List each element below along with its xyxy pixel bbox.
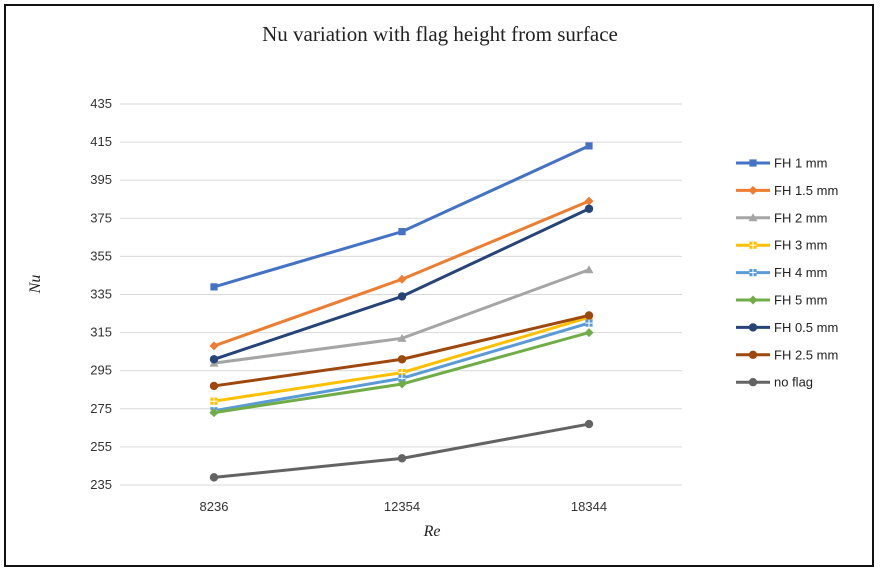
y-axis-ticks: 235 255 275 295 315 335 355 375 395 415 435 — [90, 96, 112, 492]
y-axis-title: Nu — [27, 275, 44, 295]
y-tick-label: 415 — [90, 134, 112, 149]
data-point — [209, 341, 219, 351]
legend-label: no flag — [774, 375, 813, 390]
data-point — [584, 328, 594, 338]
x-axis-title: Re — [423, 523, 441, 540]
legend-marker — [748, 350, 758, 359]
legend-item: FH 1.5 mm — [736, 183, 838, 198]
data-point — [397, 379, 407, 389]
data-point — [397, 292, 407, 301]
y-tick-label: 395 — [90, 172, 112, 187]
data-point — [209, 355, 219, 364]
series-3 — [210, 313, 593, 405]
legend-item: FH 2 mm — [736, 210, 827, 225]
y-tick-label: 315 — [90, 325, 112, 340]
data-point — [397, 355, 407, 364]
data-point — [584, 311, 594, 320]
series-line — [213, 144, 590, 289]
legend-label: FH 3 mm — [774, 238, 827, 253]
legend-label: FH 1 mm — [774, 156, 827, 171]
series-0 — [210, 142, 593, 291]
data-point — [584, 265, 594, 274]
chart-title: Nu variation with flag height from surfa… — [262, 22, 618, 46]
x-tick-label: 18344 — [571, 499, 607, 514]
legend-label: FH 1.5 mm — [774, 183, 838, 198]
legend-marker — [748, 378, 758, 387]
legend-item: FH 1 mm — [736, 156, 827, 171]
y-tick-label: 375 — [90, 210, 112, 225]
x-tick-label: 12354 — [384, 499, 420, 514]
legend-label: FH 2 mm — [774, 210, 827, 225]
series-1 — [209, 196, 594, 351]
y-tick-label: 275 — [90, 401, 112, 416]
y-tick-label: 295 — [90, 363, 112, 378]
series-line — [213, 199, 590, 348]
legend-item: FH 2.5 mm — [736, 347, 838, 362]
data-point — [584, 196, 594, 206]
data-point — [397, 454, 407, 463]
legend-marker — [748, 213, 758, 222]
data-point — [585, 142, 593, 150]
data-point — [584, 204, 594, 213]
legend-item: FH 4 mm — [736, 265, 827, 280]
data-point — [584, 419, 594, 429]
legend-marker — [748, 295, 758, 305]
legend: FH 1 mm FH 1.5 mm FH 2 mm FH 3 mm FH 4 mm FH … — [736, 156, 838, 390]
legend-marker — [748, 185, 758, 195]
legend-marker — [749, 159, 757, 167]
chart-frame — [4, 4, 874, 567]
series-2 — [209, 265, 594, 367]
series-line — [213, 422, 590, 479]
legend-marker — [748, 323, 758, 332]
y-tick-label: 435 — [90, 96, 112, 111]
legend-item: no flag — [736, 375, 813, 390]
series-8 — [209, 419, 594, 482]
legend-label: FH 5 mm — [774, 293, 827, 308]
data-point — [210, 283, 218, 291]
data-point — [209, 381, 219, 391]
x-tick-label: 8236 — [200, 499, 229, 514]
x-axis-ticks: 8236 12354 18344 — [200, 499, 608, 514]
series-6 — [209, 204, 594, 364]
y-tick-label: 255 — [90, 439, 112, 454]
data-point — [397, 274, 407, 284]
legend-item: FH 3 mm — [736, 238, 827, 253]
series-7 — [209, 311, 594, 391]
legend-item: FH 5 mm — [736, 293, 827, 308]
legend-label: FH 2.5 mm — [774, 347, 838, 362]
y-tick-label: 335 — [90, 287, 112, 302]
legend-item: FH 0.5 mm — [736, 320, 838, 335]
data-point — [397, 333, 407, 342]
data-point — [209, 473, 219, 482]
legend-label: FH 0.5 mm — [774, 320, 838, 335]
series-lines — [209, 142, 594, 482]
data-point — [209, 408, 219, 418]
y-tick-label: 355 — [90, 248, 112, 263]
y-tick-label: 235 — [90, 477, 112, 492]
data-point — [398, 228, 406, 236]
series-5 — [209, 328, 594, 418]
legend-label: FH 4 mm — [774, 265, 827, 280]
